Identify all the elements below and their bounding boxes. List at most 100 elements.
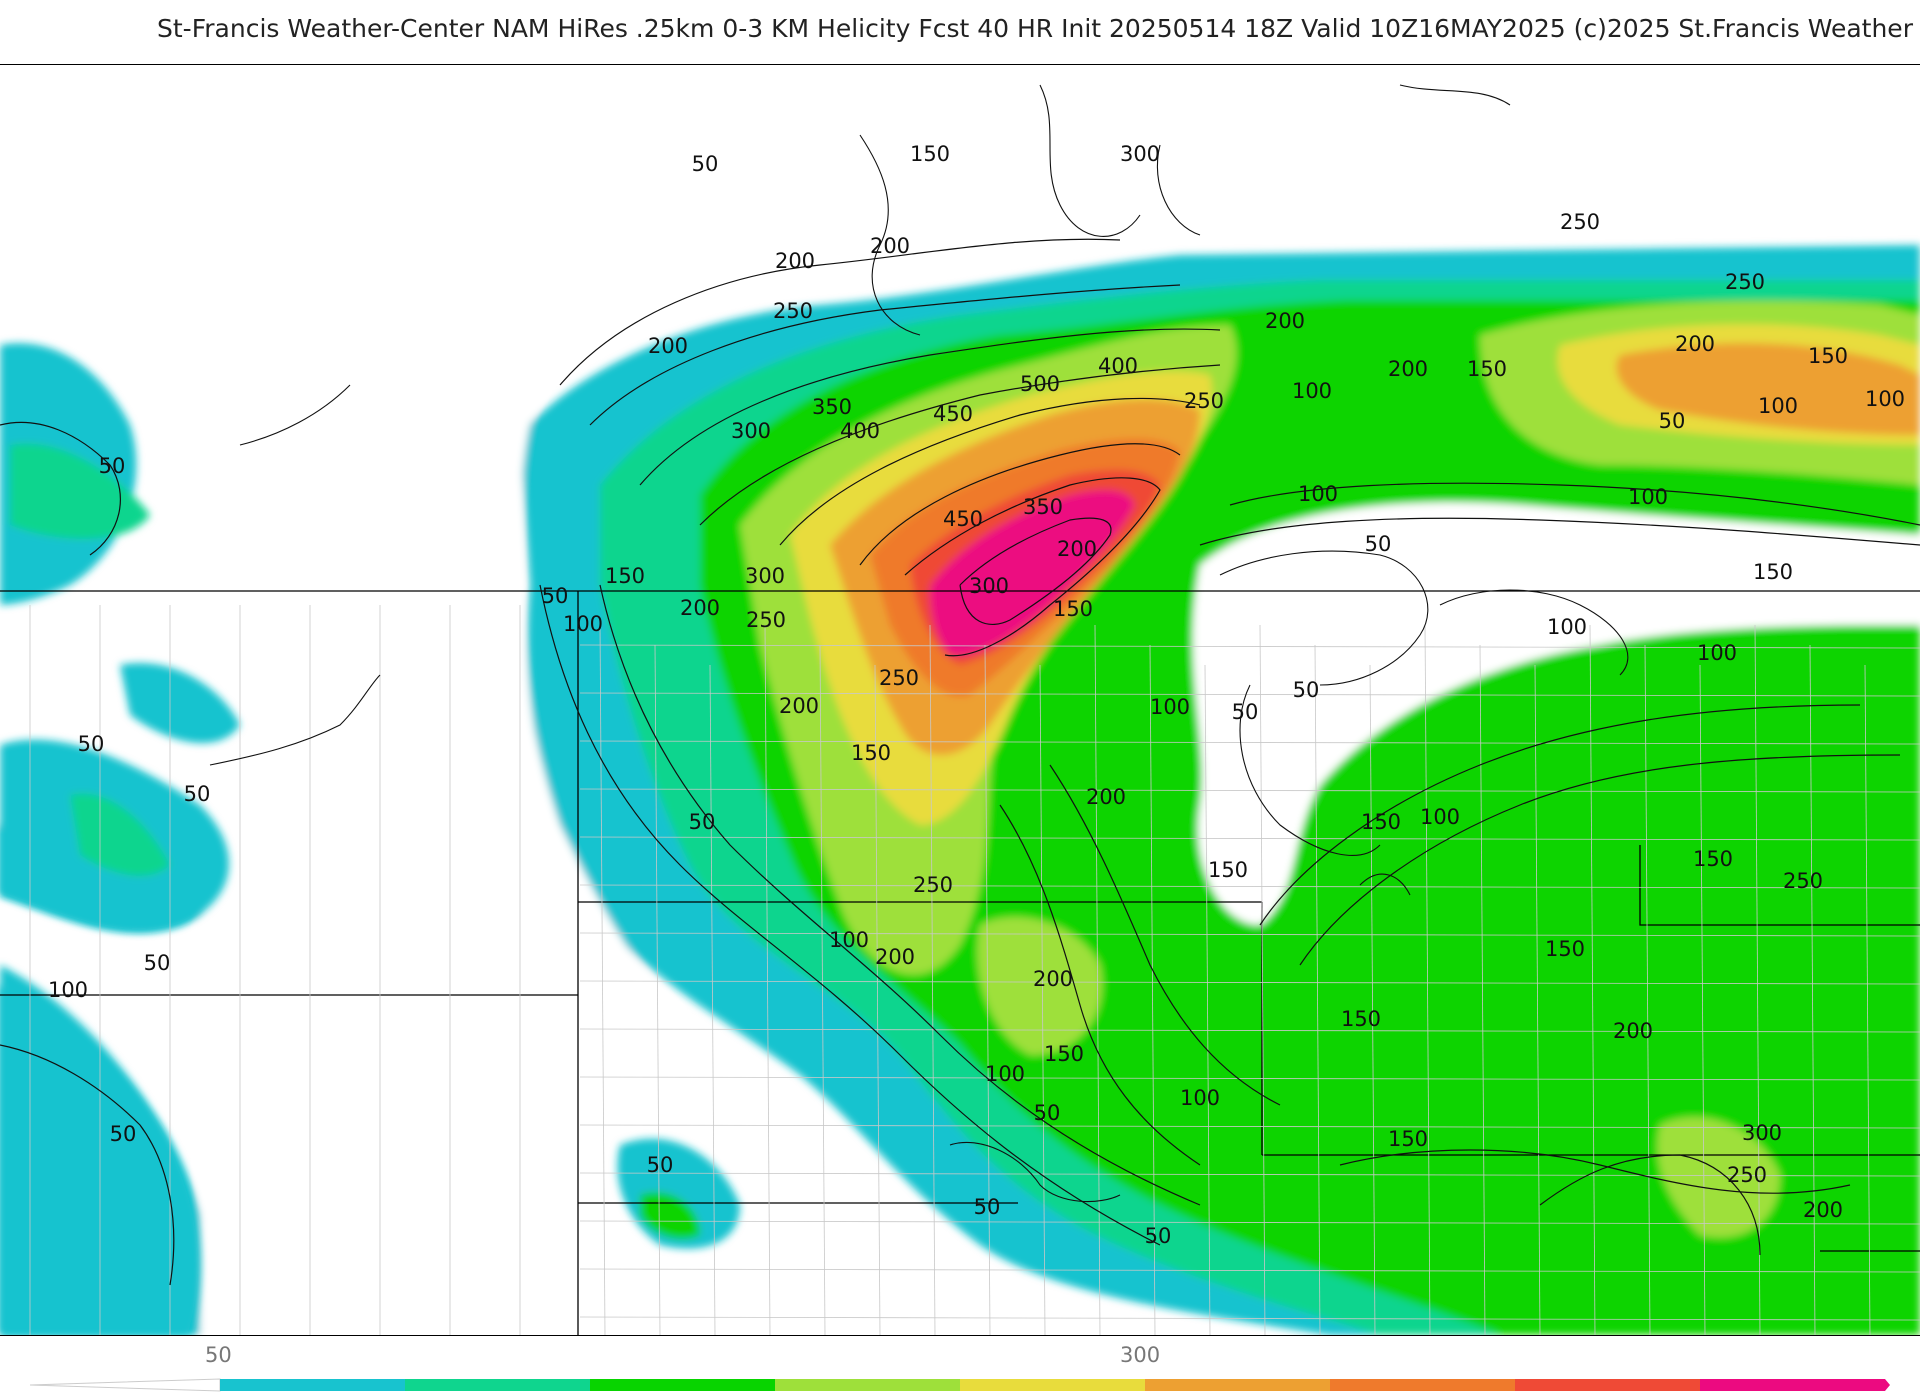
contour-label: 200: [1265, 309, 1305, 333]
contour-label: 150: [1341, 1007, 1381, 1031]
counties: [29, 605, 1920, 1335]
contour-label: 50: [184, 782, 211, 806]
contour-label: 100: [1150, 695, 1190, 719]
contour-label: 100: [1547, 615, 1587, 639]
contour-label: 300: [969, 574, 1009, 598]
contour-label: 150: [1053, 597, 1093, 621]
contour-label: 50: [1034, 1101, 1061, 1125]
contour-label: 100: [985, 1062, 1025, 1086]
helicity-fill: [0, 65, 1920, 1335]
helicity-map[interactable]: 50 150 300 200 200 250 200 250 250 200 200 150 100 40…: [0, 64, 1920, 1336]
colorbar-swatch: [220, 1379, 405, 1391]
contour-label: 250: [1727, 1163, 1767, 1187]
colorbar-swatch: [590, 1379, 775, 1391]
contour-label: 200: [680, 596, 720, 620]
contour-label: 350: [1023, 495, 1063, 519]
contour-label: 50: [78, 732, 105, 756]
contour-label: 200: [775, 249, 815, 273]
contour-label: 200: [870, 234, 910, 258]
contour-label: 50: [110, 1122, 137, 1146]
contour-label: 50: [1365, 532, 1392, 556]
colorbar-label-50: 50: [205, 1343, 232, 1367]
contour-label: 250: [1783, 869, 1823, 893]
contours: [0, 238, 1920, 1286]
contour-label: 150: [1361, 810, 1401, 834]
contour-label: 100: [1180, 1086, 1220, 1110]
contour-label: 500: [1020, 372, 1060, 396]
contour-label: 250: [1560, 210, 1600, 234]
contour-label: 150: [1753, 560, 1793, 584]
colorbar-swatch: [775, 1379, 960, 1391]
contour-label: 400: [840, 419, 880, 443]
contour-label: 300: [745, 564, 785, 588]
contour-label: 150: [1545, 937, 1585, 961]
contour-label: 50: [1293, 678, 1320, 702]
colorbar-svg: [29, 1378, 1890, 1392]
contour-label: 100: [829, 928, 869, 952]
contour-label: 200: [1086, 785, 1126, 809]
contour-label: 150: [910, 142, 950, 166]
contour-label: 100: [1865, 387, 1905, 411]
contour-label: 150: [1467, 357, 1507, 381]
colorbar: [29, 1376, 1890, 1394]
contour-label: 200: [875, 945, 915, 969]
contour-label: 300: [1120, 142, 1160, 166]
contour-label: 50: [689, 810, 716, 834]
fill-300-ne: [1616, 343, 1920, 435]
contour-label: 100: [1697, 641, 1737, 665]
contour-label: 250: [773, 299, 813, 323]
contour-label: 450: [933, 402, 973, 426]
hole-southwest: [200, 825, 960, 1335]
contour-label: 50: [647, 1153, 674, 1177]
contour-label: 50: [974, 1195, 1001, 1219]
contour-label: 200: [1388, 357, 1428, 381]
contour-label: 100: [563, 612, 603, 636]
contour-label: 300: [1742, 1121, 1782, 1145]
contour-label: 100: [1628, 485, 1668, 509]
contour-label: 100: [1298, 482, 1338, 506]
fill-450-main: [929, 489, 1135, 656]
contour-label: 400: [1098, 354, 1138, 378]
coastlines: [209, 84, 1629, 1203]
contour-label: 200: [1803, 1198, 1843, 1222]
contour-label: 150: [1208, 858, 1248, 882]
contour-label: 150: [1808, 344, 1848, 368]
contour-label: 150: [1693, 847, 1733, 871]
contour-label: 150: [605, 564, 645, 588]
contour-label: 150: [1044, 1042, 1084, 1066]
hole-great-lakes: [1192, 502, 1920, 925]
hole-northwest: [0, 65, 1050, 825]
contour-label: 200: [1057, 537, 1097, 561]
contour-label: 200: [648, 334, 688, 358]
contour-label: 50: [692, 152, 719, 176]
contour-label: 100: [1292, 379, 1332, 403]
boundaries: [0, 590, 1920, 1335]
contour-label: 250: [1184, 389, 1224, 413]
colorbar-label-300: 300: [1120, 1343, 1161, 1367]
contour-label: 350: [812, 395, 852, 419]
contour-label: 100: [1758, 394, 1798, 418]
contour-label: 300: [731, 419, 771, 443]
contour-label: 250: [746, 608, 786, 632]
colorbar-swatch: [1700, 1379, 1885, 1391]
contour-label: 100: [1420, 805, 1460, 829]
contour-label: 200: [779, 694, 819, 718]
colorbar-over-triangle: [1885, 1379, 1890, 1391]
contour-label: 450: [943, 507, 983, 531]
colorbar-under-triangle: [29, 1378, 221, 1392]
contour-label: 150: [851, 741, 891, 765]
contour-label: 250: [1725, 270, 1765, 294]
contour-label: 50: [542, 584, 569, 608]
contour-label: 50: [1232, 700, 1259, 724]
colorbar-swatch: [405, 1379, 590, 1391]
contour-label: 50: [144, 951, 171, 975]
contour-label: 200: [1033, 967, 1073, 991]
contour-label: 250: [913, 873, 953, 897]
contour-label: 50: [1659, 409, 1686, 433]
fill-200-s: [977, 917, 1102, 1055]
contour-label: 250: [879, 666, 919, 690]
colorbar-swatch: [960, 1379, 1145, 1391]
contour-label: 100: [48, 978, 88, 1002]
